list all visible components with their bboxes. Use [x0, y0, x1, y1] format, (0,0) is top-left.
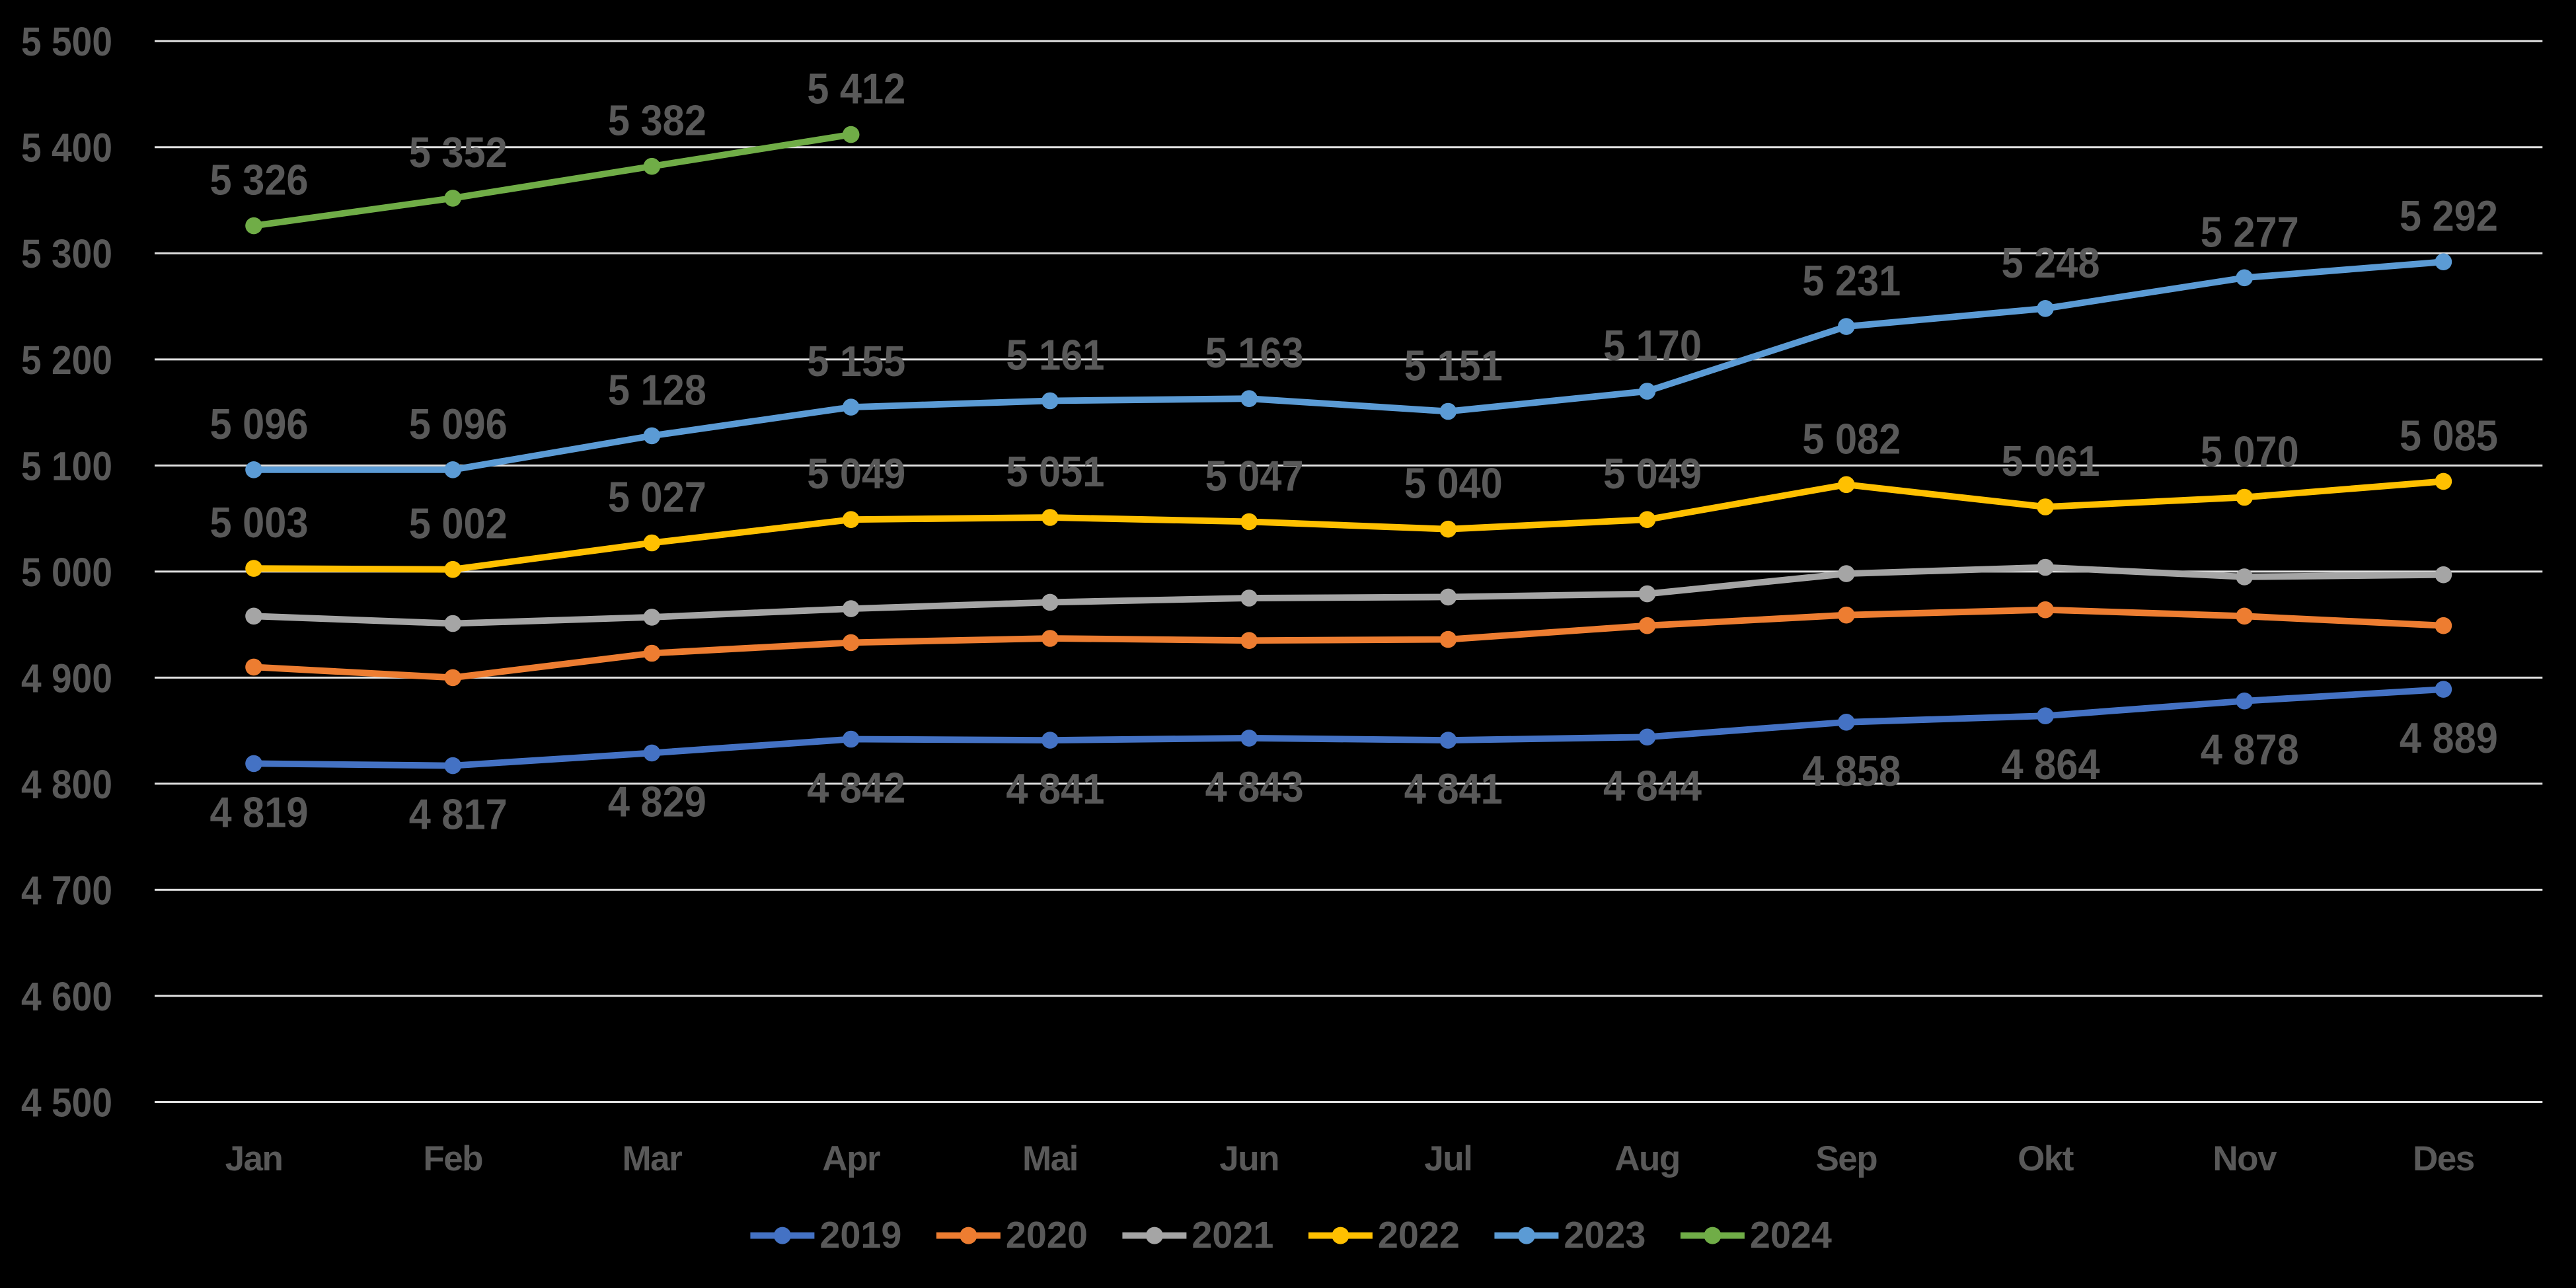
svg-text:Jan: Jan	[225, 1139, 283, 1178]
svg-text:5 300: 5 300	[21, 231, 112, 276]
svg-text:4 858: 4 858	[1802, 747, 1901, 795]
svg-text:4 500: 4 500	[21, 1080, 112, 1125]
svg-text:5 163: 5 163	[1205, 328, 1304, 377]
svg-text:2023: 2023	[1564, 1214, 1646, 1256]
svg-text:Nov: Nov	[2213, 1139, 2277, 1178]
svg-text:5 082: 5 082	[1802, 414, 1901, 463]
svg-text:5 248: 5 248	[2002, 239, 2100, 287]
svg-text:5 070: 5 070	[2201, 428, 2299, 476]
svg-text:4 841: 4 841	[1006, 765, 1104, 813]
svg-text:5 000: 5 000	[21, 550, 112, 595]
svg-text:2022: 2022	[1378, 1214, 1460, 1256]
svg-text:Apr: Apr	[822, 1139, 880, 1178]
svg-text:5 027: 5 027	[608, 473, 706, 521]
svg-text:5 155: 5 155	[807, 337, 905, 385]
svg-text:5 412: 5 412	[807, 65, 905, 113]
svg-text:Mar: Mar	[623, 1139, 683, 1178]
svg-text:4 843: 4 843	[1205, 763, 1304, 811]
svg-text:5 292: 5 292	[2400, 192, 2498, 240]
svg-text:5 277: 5 277	[2201, 208, 2299, 256]
svg-text:5 049: 5 049	[807, 449, 905, 498]
svg-text:5 400: 5 400	[21, 126, 112, 170]
svg-text:5 096: 5 096	[210, 400, 309, 448]
svg-text:5 151: 5 151	[1404, 342, 1503, 390]
svg-text:5 231: 5 231	[1802, 256, 1901, 305]
svg-text:5 040: 5 040	[1404, 459, 1503, 508]
svg-text:5 161: 5 161	[1006, 331, 1104, 379]
svg-text:5 128: 5 128	[608, 365, 706, 414]
svg-text:Feb: Feb	[423, 1139, 482, 1178]
svg-text:Jul: Jul	[1424, 1139, 1472, 1178]
svg-text:4 600: 4 600	[21, 974, 112, 1019]
svg-text:5 047: 5 047	[1205, 451, 1304, 500]
svg-text:2024: 2024	[1750, 1214, 1832, 1256]
svg-text:5 049: 5 049	[1603, 449, 1702, 498]
svg-text:Sep: Sep	[1815, 1139, 1877, 1178]
svg-text:5 326: 5 326	[210, 156, 309, 204]
svg-text:2019: 2019	[819, 1214, 901, 1256]
svg-text:5 096: 5 096	[409, 400, 508, 448]
svg-text:5 352: 5 352	[409, 128, 508, 176]
svg-text:2020: 2020	[1006, 1214, 1088, 1256]
svg-text:Aug: Aug	[1614, 1139, 1680, 1178]
svg-text:4 817: 4 817	[409, 790, 508, 839]
svg-text:Jun: Jun	[1219, 1139, 1279, 1178]
svg-text:4 829: 4 829	[608, 777, 706, 825]
svg-text:5 500: 5 500	[21, 19, 112, 64]
svg-text:4 900: 4 900	[21, 656, 112, 701]
svg-text:4 800: 4 800	[21, 762, 112, 807]
svg-text:4 844: 4 844	[1603, 761, 1702, 810]
svg-text:4 864: 4 864	[2002, 740, 2100, 788]
svg-text:5 085: 5 085	[2400, 411, 2498, 459]
svg-text:5 051: 5 051	[1006, 447, 1104, 496]
svg-text:5 003: 5 003	[210, 498, 309, 547]
svg-text:2021: 2021	[1192, 1214, 1273, 1256]
svg-text:5 382: 5 382	[608, 96, 706, 145]
svg-text:5 002: 5 002	[409, 500, 508, 548]
svg-text:4 842: 4 842	[807, 764, 905, 812]
svg-text:Des: Des	[2413, 1139, 2474, 1178]
svg-text:5 170: 5 170	[1603, 321, 1702, 369]
svg-text:4 819: 4 819	[210, 788, 309, 836]
svg-text:4 700: 4 700	[21, 868, 112, 913]
svg-text:4 841: 4 841	[1404, 765, 1503, 813]
svg-text:Okt: Okt	[2018, 1139, 2074, 1178]
svg-text:4 878: 4 878	[2201, 726, 2299, 774]
svg-text:Mai: Mai	[1022, 1139, 1078, 1178]
svg-text:5 200: 5 200	[21, 338, 112, 383]
svg-text:5 100: 5 100	[21, 443, 112, 488]
svg-text:4 889: 4 889	[2400, 714, 2498, 762]
svg-text:5 061: 5 061	[2002, 437, 2100, 485]
